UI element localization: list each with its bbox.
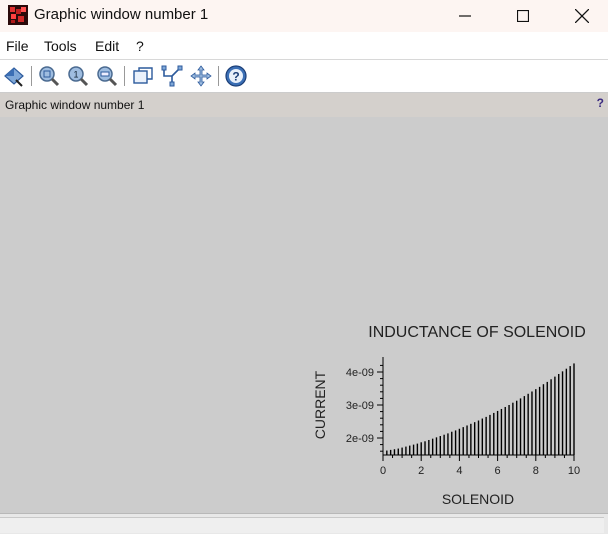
select-figure-icon[interactable] [2,64,26,88]
close-button[interactable] [559,0,605,32]
bars-group [386,363,575,455]
svg-text:?: ? [232,70,239,84]
title-bar: Graphic window number 1 [0,0,608,32]
maximize-button[interactable] [500,0,546,32]
chart-title: INDUCTANCE OF SOLENOID [368,324,586,341]
toolbar-separator [218,66,219,86]
y-tick-label: 3e-09 [346,400,374,412]
y-tick-label: 2e-09 [346,433,374,445]
x-axis: 0 2 4 6 8 10 [380,454,580,477]
status-field [0,517,604,533]
menu-bar: File Tools Edit ? [0,32,608,60]
menu-file[interactable]: File [6,38,29,54]
x-tick-label: 4 [456,465,462,477]
menu-help[interactable]: ? [136,38,144,54]
info-bar-help[interactable]: ? [596,96,604,110]
status-bar [0,513,608,534]
zoom-in-icon[interactable]: 1 [66,64,90,88]
toolbar-separator [31,66,32,86]
help-icon[interactable]: ? [224,64,248,88]
x-tick-label: 10 [568,465,580,477]
pan-icon[interactable] [189,64,213,88]
y-tick-label: 4e-09 [346,367,374,379]
menu-tools[interactable]: Tools [44,38,77,54]
toolbar: 1 ? [0,60,608,92]
x-tick-label: 8 [533,465,539,477]
x-tick-label: 2 [418,465,424,477]
maximize-icon [517,10,529,22]
close-icon [575,9,589,23]
y-axis: 2e-09 3e-09 4e-09 [346,357,384,455]
y-axis-label: CURRENT [312,370,328,439]
zoom-out-icon[interactable] [95,64,119,88]
zoom-icon[interactable] [37,64,61,88]
x-axis-label: SOLENOID [442,491,514,507]
datatip-icon[interactable] [160,64,184,88]
info-bar-text: Graphic window number 1 [5,98,145,112]
x-tick-label: 6 [495,465,501,477]
x-tick-label: 0 [380,465,386,477]
plot-canvas[interactable]: INDUCTANCE OF SOLENOID SOLENOID CURRENT … [0,117,608,513]
bar-chart: INDUCTANCE OF SOLENOID SOLENOID CURRENT … [312,324,586,507]
info-bar: Graphic window number 1 ? [0,93,608,117]
window-title: Graphic window number 1 [34,6,209,23]
minimize-icon [459,15,471,17]
menu-edit[interactable]: Edit [95,38,120,54]
rotate-2d-icon[interactable] [131,64,155,88]
svg-text:1: 1 [73,70,78,80]
minimize-button[interactable] [442,0,488,32]
scilab-app-icon [8,5,28,25]
toolbar-separator [124,66,125,86]
